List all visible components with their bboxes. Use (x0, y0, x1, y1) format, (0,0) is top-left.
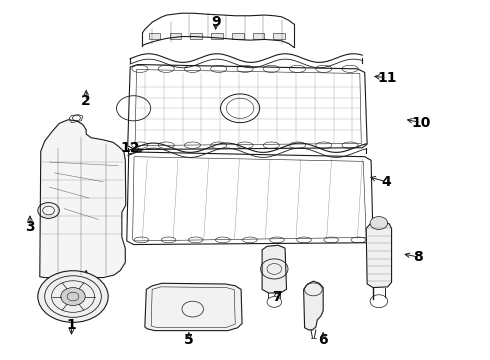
Circle shape (370, 217, 388, 229)
Polygon shape (252, 33, 264, 40)
Polygon shape (149, 33, 160, 40)
Text: 12: 12 (121, 141, 140, 155)
Polygon shape (190, 33, 202, 40)
Text: 4: 4 (382, 175, 392, 189)
Text: 3: 3 (25, 220, 35, 234)
Polygon shape (145, 283, 242, 330)
Polygon shape (211, 33, 223, 40)
Polygon shape (232, 33, 244, 40)
Circle shape (61, 288, 85, 306)
Text: 6: 6 (318, 333, 328, 347)
Polygon shape (170, 33, 181, 40)
Text: 2: 2 (81, 94, 91, 108)
Polygon shape (262, 245, 287, 293)
Polygon shape (366, 221, 392, 288)
Text: 9: 9 (211, 15, 220, 29)
Polygon shape (273, 33, 285, 40)
Polygon shape (40, 120, 126, 278)
Text: 1: 1 (67, 318, 76, 332)
Text: 8: 8 (414, 250, 423, 264)
Text: 11: 11 (377, 71, 396, 85)
Text: 7: 7 (272, 289, 282, 303)
Text: 10: 10 (411, 116, 431, 130)
Polygon shape (304, 281, 323, 330)
Circle shape (38, 271, 108, 322)
Text: 5: 5 (184, 333, 194, 347)
